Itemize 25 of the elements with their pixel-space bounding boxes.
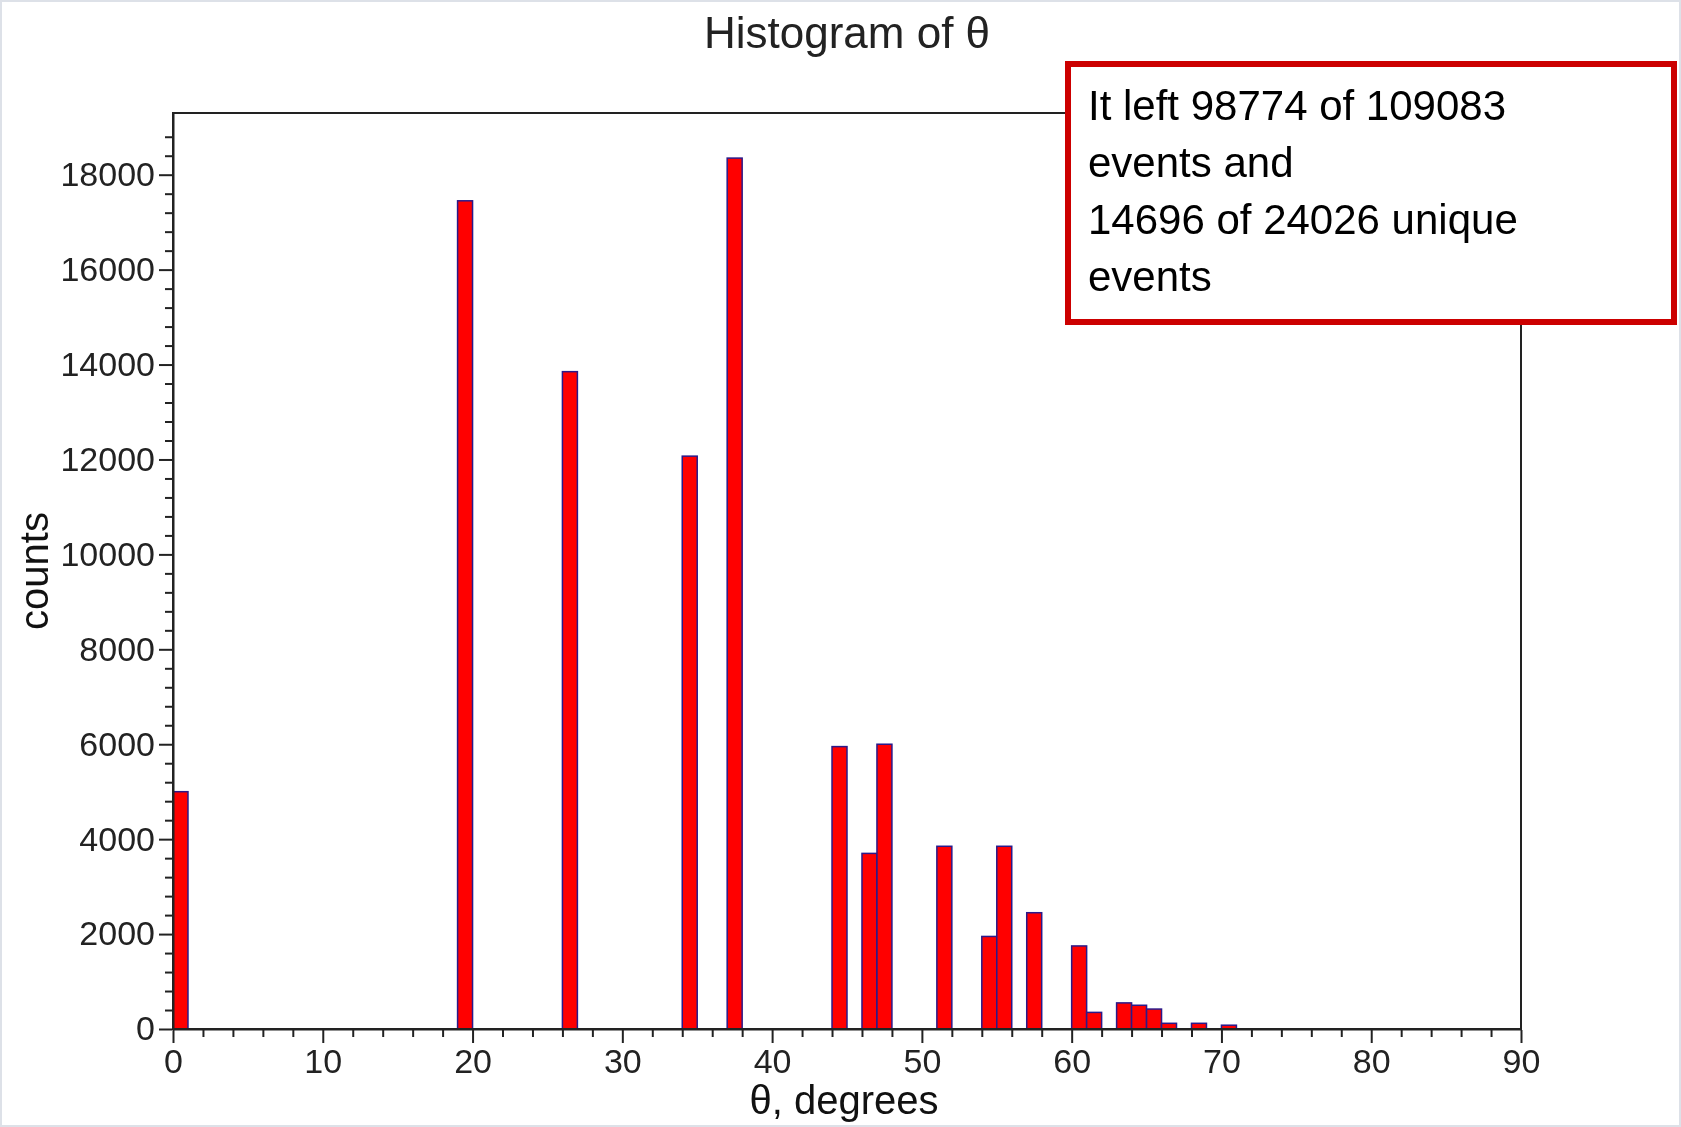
x-tick-label: 10 — [304, 1042, 343, 1081]
y-axis-title: counts — [12, 512, 56, 630]
y-tick-label: 12000 — [60, 439, 155, 478]
y-tick-label: 4000 — [79, 819, 155, 858]
x-tick-label: 20 — [454, 1042, 492, 1081]
x-tick-label: 90 — [1502, 1042, 1541, 1081]
y-tick-label: 10000 — [60, 534, 155, 573]
x-tick-label: 0 — [164, 1042, 183, 1081]
x-tick-label: 70 — [1203, 1042, 1241, 1081]
y-tick-label: 8000 — [79, 629, 155, 668]
chart-title: Histogram of θ — [703, 8, 991, 57]
x-tick-label: 30 — [603, 1042, 642, 1081]
y-tick-label: 14000 — [60, 344, 155, 383]
y-tick-label: 16000 — [60, 250, 155, 288]
y-tick-label: 0 — [136, 1009, 155, 1048]
x-tick-label: 50 — [903, 1042, 942, 1081]
y-tick-label: 2000 — [79, 914, 155, 953]
y-tick-label: 18000 — [60, 155, 155, 194]
y-tick-label: 6000 — [79, 724, 155, 763]
annotation: It left 98774 of 109083 events and 14696 of 24026 unique events — [1088, 82, 1518, 300]
x-tick-label: 80 — [1352, 1042, 1391, 1081]
x-tick-label: 40 — [753, 1042, 792, 1081]
text-box: It left 98774 of 109083 events and 14696 of 24026 unique events — [1065, 61, 1677, 325]
x-axis-title: θ, degrees — [749, 1078, 939, 1122]
x-tick-label: 60 — [1053, 1042, 1092, 1081]
